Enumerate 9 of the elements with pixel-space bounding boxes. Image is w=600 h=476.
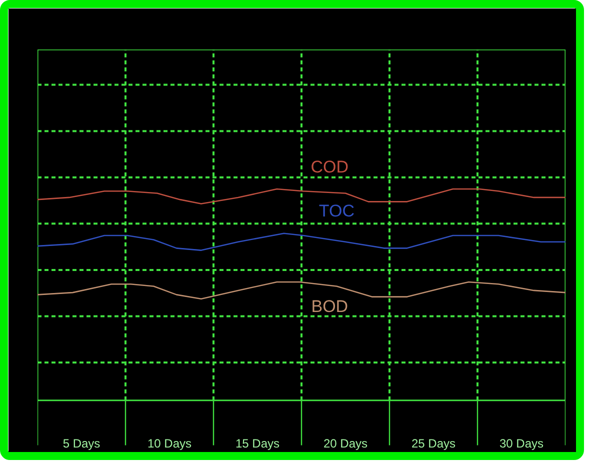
x-tick-label: 15 Days: [235, 436, 280, 450]
x-tick-label: 25 Days: [411, 436, 456, 450]
series-label: BOD: [311, 296, 348, 316]
x-tick-label: 5 Days: [62, 436, 100, 450]
x-tick-label: 30 Days: [499, 436, 544, 450]
series-label: TOC: [318, 202, 354, 221]
x-tick-label: 10 Days: [147, 436, 192, 450]
x-tick-label: 20 Days: [323, 436, 368, 450]
series-label: COD: [310, 157, 349, 176]
